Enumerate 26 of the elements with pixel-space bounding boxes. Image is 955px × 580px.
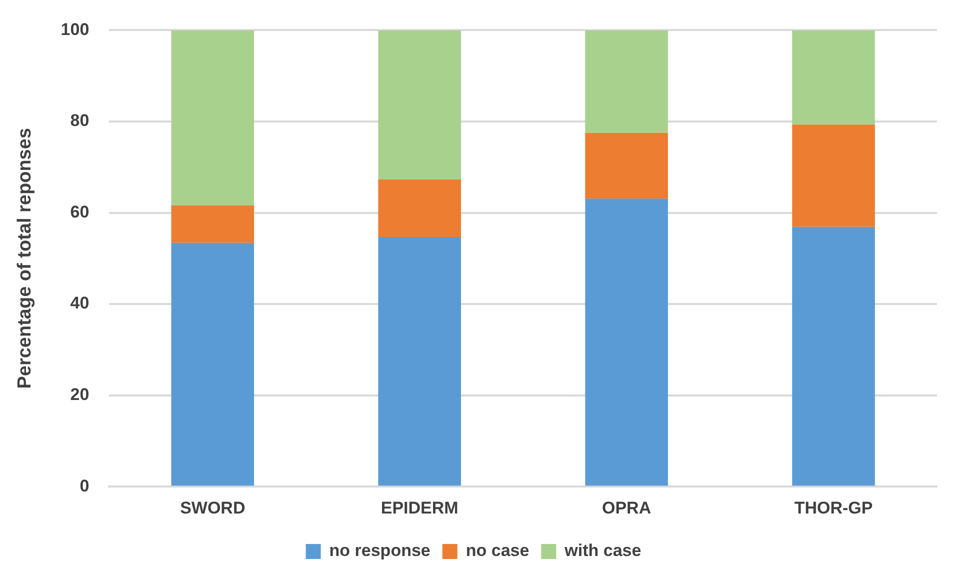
x-tick-label: OPRA	[602, 498, 652, 518]
y-tick-label: 0	[80, 476, 90, 496]
y-tick-label: 100	[60, 20, 90, 39]
bar	[585, 132, 668, 199]
legend-label: no case	[466, 541, 530, 560]
y-tick-label: 60	[70, 202, 90, 222]
x-tick-label: THOR-GP	[794, 498, 873, 518]
legend-label: no response	[329, 541, 430, 560]
x-tick-label: SWORD	[180, 498, 246, 518]
bar	[585, 198, 668, 486]
bar	[585, 30, 668, 133]
bar	[378, 236, 461, 486]
bar	[792, 226, 875, 486]
x-tick-label: EPIDERM	[380, 498, 458, 518]
bar	[792, 124, 875, 227]
legend-label: with case	[564, 541, 642, 560]
bar	[171, 205, 254, 243]
y-tick-label: 40	[70, 294, 90, 313]
bar	[378, 30, 461, 180]
bar	[171, 242, 254, 486]
y-tick-label: 20	[70, 385, 90, 404]
y-axis-title: Percentage of total reponses	[14, 128, 36, 389]
bar	[378, 179, 461, 237]
y-tick-label: 80	[70, 111, 90, 130]
bar	[792, 30, 875, 125]
bar	[171, 30, 254, 206]
